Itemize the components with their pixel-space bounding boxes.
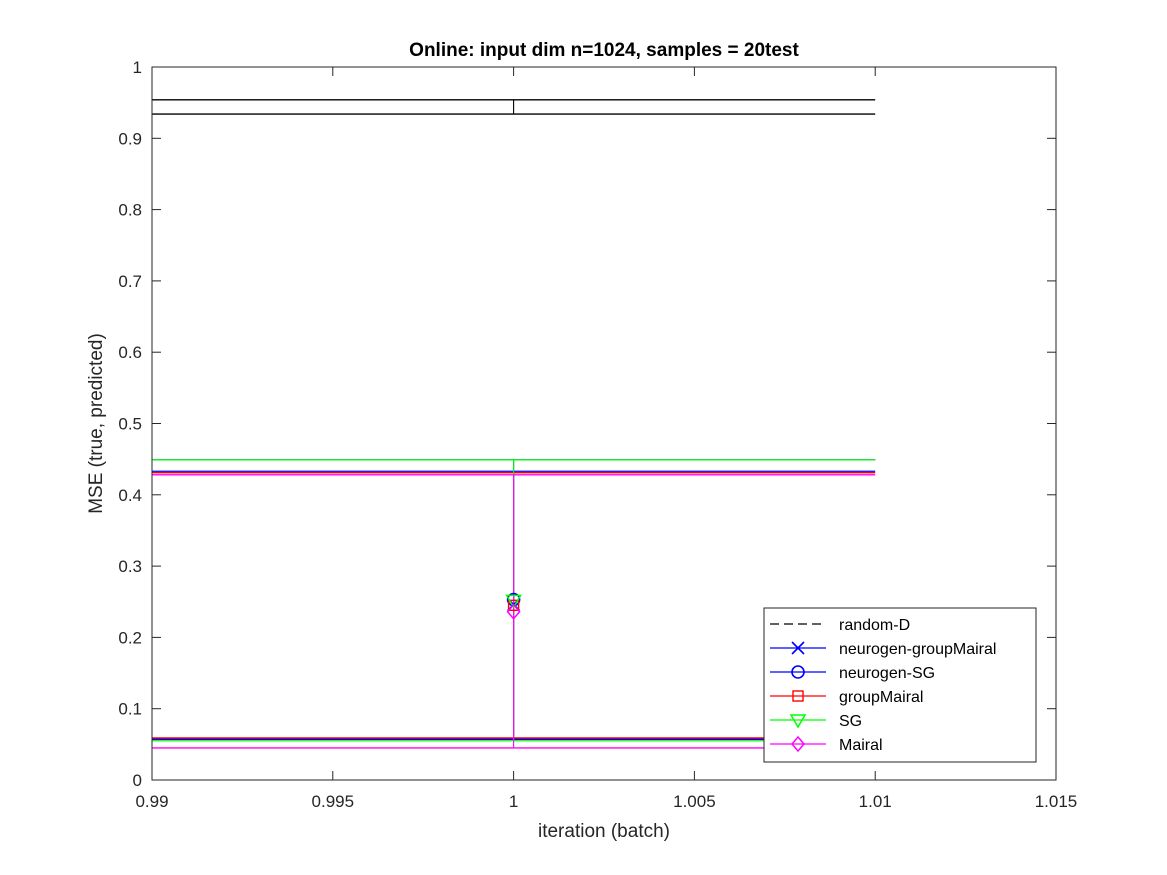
legend-marker	[789, 714, 807, 729]
y-axis-label: MSE (true, predicted)	[86, 333, 107, 514]
y-tick-label: 0.3	[118, 557, 142, 576]
legend-entry-3: groupMairal	[770, 689, 923, 706]
legend-label: neurogen-groupMairal	[839, 641, 996, 658]
legend-label: random-D	[839, 617, 910, 634]
y-tick-label: 0.5	[118, 415, 142, 434]
x-axis-label: iteration (batch)	[538, 821, 670, 842]
legend-entry-2: neurogen-SG	[770, 665, 935, 682]
data-point-5	[506, 603, 521, 620]
y-tick-label: 0.8	[118, 201, 142, 220]
y-tick-label: 0.4	[118, 486, 142, 505]
ticks: 0.99 0.995 1 1.005 1.01 1.015 0 0.1 0.2 0.3 0.4 0.5…	[118, 58, 1077, 811]
y-tick-label: 1	[133, 58, 142, 77]
y-tick-label: 0	[133, 771, 142, 790]
legend-label: neurogen-SG	[839, 665, 935, 682]
marker-x-stroke	[791, 641, 805, 655]
errorbar-5	[152, 474, 876, 749]
legend-label: Mairal	[839, 737, 883, 754]
y-tick-label: 0.1	[118, 700, 142, 719]
x-tick-label: 1	[509, 792, 518, 811]
legend-entry-5: Mairal	[770, 735, 883, 754]
y-tick-label: 0.6	[118, 343, 142, 362]
x-tick-label: 0.995	[312, 792, 355, 811]
legend-entry-0: random-D	[770, 617, 910, 634]
x-tick-label: 0.99	[135, 792, 168, 811]
legend: random-D neurogen-groupMairal neurogen-SG g…	[763, 607, 1037, 763]
errorbars	[152, 99, 876, 749]
legend-marker	[791, 735, 805, 753]
y-tick-label: 0.9	[118, 129, 142, 148]
legend-entry-4: SG	[770, 713, 862, 730]
legend-marker	[792, 690, 804, 702]
x-tick-label: 1.015	[1035, 792, 1078, 811]
markers	[505, 592, 522, 620]
legend-marker	[791, 641, 805, 655]
legend-box	[763, 607, 1037, 763]
errorbar-0	[152, 99, 876, 115]
y-tick-label: 0.2	[118, 628, 142, 647]
y-tick-label: 0.7	[118, 272, 142, 291]
legend-label: SG	[839, 713, 862, 730]
x-tick-label: 1.005	[673, 792, 716, 811]
legend-marker	[791, 665, 805, 679]
chart-title: Online: input dim n=1024, samples = 20te…	[409, 40, 799, 61]
data-point-4	[505, 594, 522, 609]
legend-label: groupMairal	[839, 689, 923, 706]
x-tick-label: 1.01	[859, 792, 892, 811]
data-point-3	[507, 599, 520, 612]
legend-entry-1: neurogen-groupMairal	[770, 641, 996, 658]
